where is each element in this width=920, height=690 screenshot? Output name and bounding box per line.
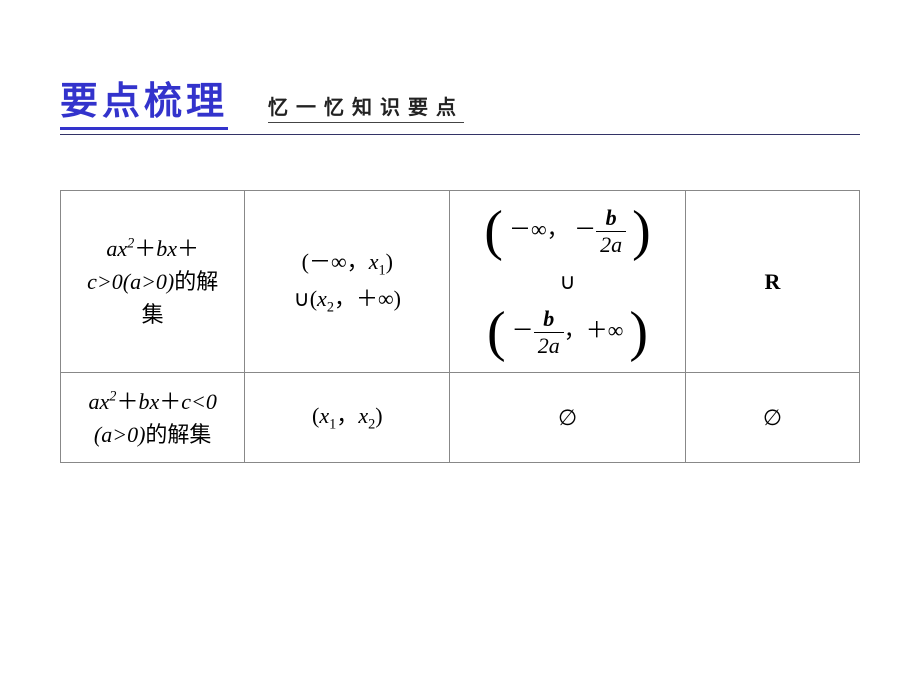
row-header: ax2＋bx＋ c>0(a>0)的解 集 xyxy=(61,191,245,373)
cell: ( －∞， －b2a ) ∪ ( －b2a，＋∞ ) xyxy=(450,191,686,373)
table-row: ax2＋bx＋c<0 (a>0)的解集 (x1，x2) ∅ ∅ xyxy=(61,373,860,463)
page-subtitle: 忆一忆知识要点 xyxy=(268,91,464,123)
row-header: ax2＋bx＋c<0 (a>0)的解集 xyxy=(61,373,245,463)
header: 要点梳理 忆一忆知识要点 xyxy=(60,70,860,135)
cell: (x1，x2) xyxy=(245,373,450,463)
solution-table: ax2＋bx＋ c>0(a>0)的解 集 (－∞，x1) ∪(x2，＋∞) ( … xyxy=(60,190,860,463)
cell: ∅ xyxy=(685,373,859,463)
table-row: ax2＋bx＋ c>0(a>0)的解 集 (－∞，x1) ∪(x2，＋∞) ( … xyxy=(61,191,860,373)
page-title: 要点梳理 xyxy=(60,70,228,130)
cell: ∅ xyxy=(450,373,686,463)
cell: (－∞，x1) ∪(x2，＋∞) xyxy=(245,191,450,373)
cell: R xyxy=(685,191,859,373)
